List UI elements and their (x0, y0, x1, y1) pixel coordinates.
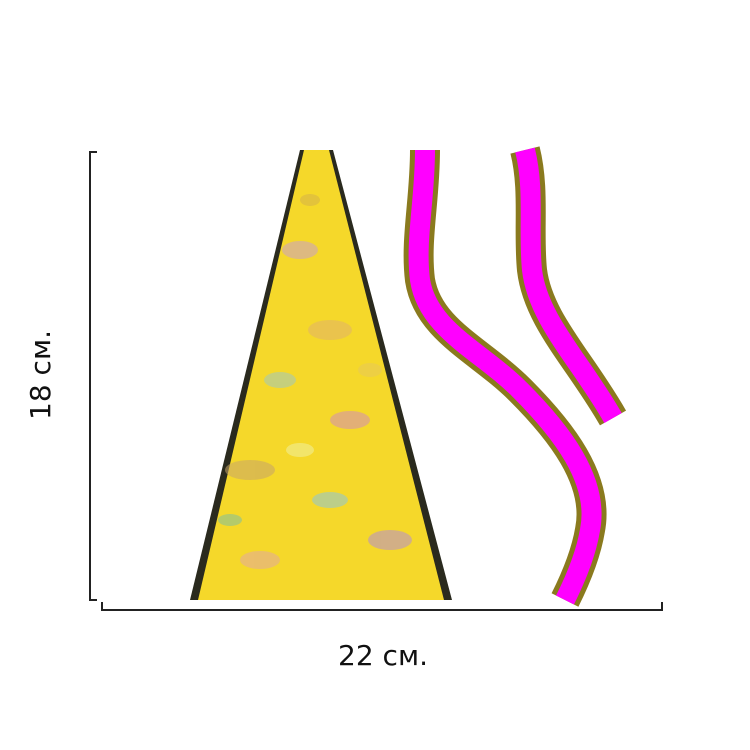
ribbons (403, 146, 627, 607)
width-label: 22 см. (338, 639, 428, 672)
triangle (190, 150, 452, 600)
height-dimension-line (89, 151, 97, 601)
height-label: 18 см. (24, 330, 57, 420)
width-dimension-line (101, 602, 663, 611)
